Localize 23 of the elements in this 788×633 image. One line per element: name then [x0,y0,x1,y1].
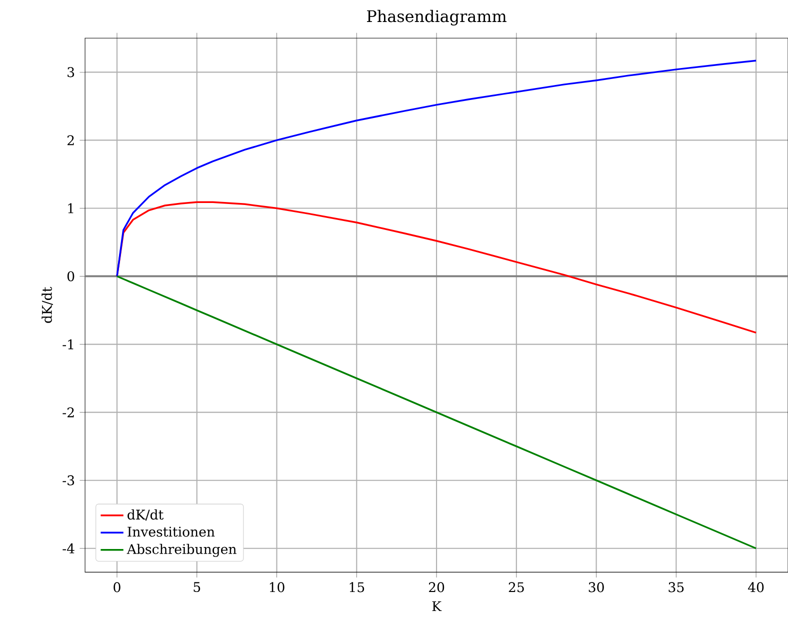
x-axis-title: K [432,601,442,612]
y-tick-label: -2 [62,407,74,418]
x-tick-label: 35 [668,582,684,592]
y-tick-label: -4 [62,543,74,554]
x-tick-label: 40 [748,582,764,592]
y-axis-title: dK/dt [42,286,53,323]
x-tick-label: 10 [270,582,284,592]
y-tick-label: -1 [62,339,74,350]
chart-title: Phasendiagramm [367,10,506,26]
y-tick-label: 0 [67,271,74,282]
x-tick-label: 25 [508,582,524,592]
x-tick-label: 15 [350,582,364,592]
x-tick-label: 0 [114,582,120,592]
x-tick-label: 20 [428,582,444,592]
legend-label: Investitionen [128,526,215,537]
y-tick-label: -3 [62,475,74,486]
legend-label: Abschreibungen [126,544,236,557]
x-tick-label: 5 [194,582,200,592]
y-tick-label: 2 [67,135,74,146]
y-tick-label: 1 [68,203,74,214]
legend-label: dK/dt [128,509,164,521]
y-tick-label: 3 [68,67,74,78]
x-tick-label: 30 [588,582,604,592]
